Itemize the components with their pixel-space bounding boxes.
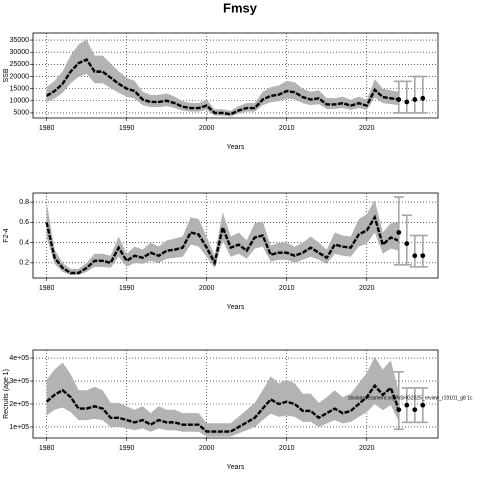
forecast-point [404,99,410,105]
x-tick-label: 2000 [199,285,215,292]
estimate-line [45,214,400,275]
forecast-point [412,407,418,413]
y-tick-label: 10000 [10,98,30,105]
x-tick-label: 2000 [199,445,215,452]
forecast-point [420,253,426,259]
forecast-point [404,402,410,408]
y-tick-label: 2e+05 [9,401,29,408]
y-tick-label: 0.6 [19,219,29,226]
y-tick-label: 25000 [10,61,30,68]
y-tick-label: 0.8 [19,199,29,206]
x-tick-label: 2000 [199,125,215,132]
forecast-point [396,407,402,413]
y-tick-label: 4e+05 [9,355,29,362]
x-tick-label: 2020 [359,445,375,452]
y-tick-label: 5000 [13,110,29,117]
y-axis-label: F2-4 [3,228,10,243]
x-tick-label: 1980 [39,445,55,452]
x-tick-label: 2010 [279,285,295,292]
estimate-line [45,383,400,433]
forecast-point [396,230,402,235]
x-tick-label: 1980 [39,285,55,292]
plot-frame [32,32,439,119]
x-axis-label: Years [227,464,245,471]
forecast-point [404,241,410,246]
confidence-band [46,39,399,117]
estimate-line [45,57,399,116]
x-tick-label: 2010 [279,125,295,132]
y-tick-label: 15000 [10,85,30,92]
forecast-point [412,253,418,259]
x-tick-label: 1990 [119,445,135,452]
confidence-band [46,200,399,275]
x-tick-label: 2010 [279,445,295,452]
x-tick-label: 2020 [359,125,375,132]
y-axis-label: SSB [3,68,10,82]
x-tick-label: 2020 [359,285,375,292]
x-tick-label: 1990 [119,285,135,292]
forecast-point [396,97,402,102]
y-tick-label: 0.4 [19,239,29,246]
x-tick-label: 1990 [119,125,135,132]
y-tick-label: 20000 [10,73,30,80]
plot-frame [32,192,439,279]
forecast-point [420,95,426,101]
x-tick-label: 1980 [39,125,55,132]
y-tick-label: 30000 [10,49,30,56]
plot-frame [32,349,439,439]
y-tick-label: 3e+05 [9,378,29,385]
forecast-point [412,97,418,102]
y-tick-label: 35000 [10,37,30,44]
y-axis-label: Recruits (age 1) [3,369,10,419]
forecast-point [420,402,426,408]
x-axis-label: Years [227,144,245,151]
confidence-band [46,356,399,437]
chart-title: Fmsy [223,0,258,15]
y-tick-label: 0.2 [19,260,29,267]
y-tick-label: 1e+05 [9,424,29,431]
x-axis-label: Years [227,304,245,311]
annotation: stockassessment.org/NSHG2025_review_r191… [348,395,473,401]
